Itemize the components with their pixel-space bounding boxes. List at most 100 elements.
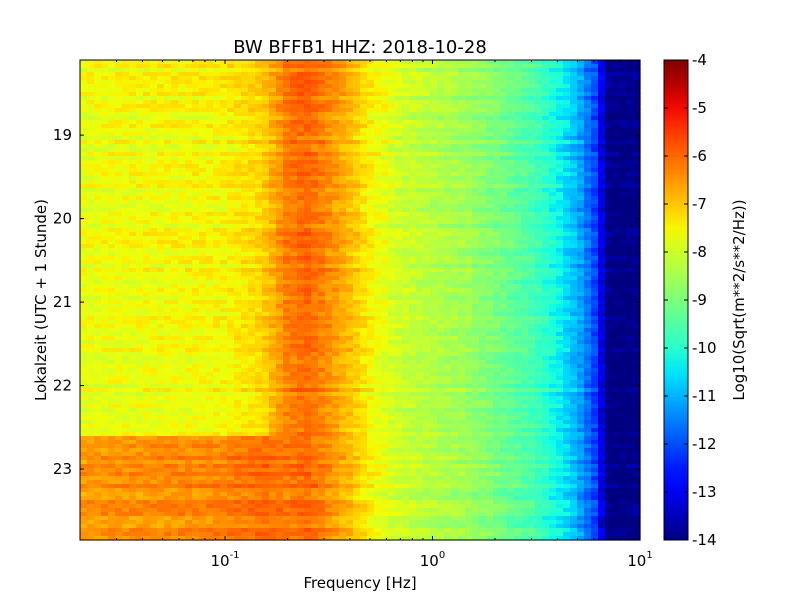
heatmap-cell — [136, 64, 144, 69]
heatmap-cell — [605, 204, 613, 209]
heatmap-cell — [171, 280, 179, 285]
heatmap-cell — [577, 92, 585, 97]
heatmap-cell — [486, 88, 494, 93]
heatmap-cell — [633, 200, 641, 205]
heatmap-cell — [542, 216, 550, 221]
heatmap-cell — [437, 196, 445, 201]
heatmap-cell — [507, 60, 515, 65]
heatmap-cell — [157, 72, 165, 77]
heatmap-cell — [332, 256, 340, 261]
heatmap-cell — [367, 100, 375, 105]
heatmap-cell — [598, 244, 606, 249]
heatmap-cell — [542, 296, 550, 301]
heatmap-cell — [507, 236, 515, 241]
heatmap-cell — [80, 96, 88, 101]
heatmap-cell — [423, 60, 431, 65]
heatmap-cell — [402, 264, 410, 269]
heatmap-cell — [101, 216, 109, 221]
heatmap-cell — [255, 288, 263, 293]
heatmap-cell — [619, 140, 627, 145]
heatmap-cell — [136, 268, 144, 273]
heatmap-cell — [241, 184, 249, 189]
heatmap-cell — [479, 144, 487, 149]
heatmap-cell — [528, 132, 536, 137]
heatmap-cell — [332, 144, 340, 149]
heatmap-cell — [458, 176, 466, 181]
heatmap-cell — [339, 68, 347, 73]
heatmap-cell — [80, 236, 88, 241]
heatmap-cell — [437, 288, 445, 293]
heatmap-cell — [276, 140, 284, 145]
heatmap-cell — [507, 124, 515, 129]
heatmap-cell — [255, 72, 263, 77]
heatmap-cell — [136, 124, 144, 129]
heatmap-cell — [416, 192, 424, 197]
heatmap-cell — [549, 220, 557, 225]
heatmap-cell — [206, 208, 214, 213]
heatmap-cell — [633, 304, 641, 309]
heatmap-cell — [416, 276, 424, 281]
heatmap-cell — [409, 260, 417, 265]
heatmap-cell — [255, 156, 263, 161]
heatmap-cell — [521, 252, 529, 257]
heatmap-cell — [360, 180, 368, 185]
heatmap-cell — [507, 260, 515, 265]
heatmap-cell — [500, 88, 508, 93]
heatmap-cell — [129, 168, 137, 173]
heatmap-cell — [262, 96, 270, 101]
heatmap-cell — [241, 236, 249, 241]
heatmap-cell — [339, 160, 347, 165]
heatmap-cell — [577, 60, 585, 65]
heatmap-cell — [633, 120, 641, 125]
heatmap-cell — [206, 204, 214, 209]
heatmap-cell — [255, 80, 263, 85]
heatmap-cell — [178, 172, 186, 177]
heatmap-cell — [402, 80, 410, 85]
heatmap-cell — [248, 112, 256, 117]
heatmap-cell — [514, 296, 522, 301]
heatmap-cell — [381, 224, 389, 229]
heatmap-cell — [493, 220, 501, 225]
heatmap-cell — [276, 104, 284, 109]
heatmap-cell — [374, 72, 382, 77]
heatmap-cell — [108, 240, 116, 245]
heatmap-cell — [367, 204, 375, 209]
heatmap-cell — [437, 176, 445, 181]
heatmap-cell — [311, 300, 319, 305]
heatmap-cell — [339, 188, 347, 193]
heatmap-cell — [332, 272, 340, 277]
heatmap-cell — [535, 252, 543, 257]
heatmap-cell — [171, 188, 179, 193]
heatmap-cell — [584, 136, 592, 141]
heatmap-cell — [87, 260, 95, 265]
heatmap-cell — [367, 304, 375, 309]
heatmap-cell — [542, 176, 550, 181]
heatmap-cell — [612, 280, 620, 285]
heatmap-cell — [423, 300, 431, 305]
heatmap-cell — [143, 304, 151, 309]
heatmap-cell — [115, 192, 123, 197]
heatmap-cell — [563, 260, 571, 265]
heatmap-cell — [227, 68, 235, 73]
heatmap-cell — [423, 152, 431, 157]
heatmap-cell — [626, 256, 634, 261]
heatmap-cell — [493, 188, 501, 193]
heatmap-cell — [556, 204, 564, 209]
heatmap-cell — [430, 156, 438, 161]
heatmap-cell — [199, 300, 207, 305]
heatmap-cell — [304, 272, 312, 277]
heatmap-cell — [528, 124, 536, 129]
heatmap-cell — [206, 268, 214, 273]
heatmap-cell — [255, 92, 263, 97]
heatmap-cell — [213, 228, 221, 233]
heatmap-cell — [87, 180, 95, 185]
heatmap-cell — [178, 208, 186, 213]
heatmap-cell — [304, 300, 312, 305]
heatmap-cell — [87, 64, 95, 69]
heatmap-cell — [150, 256, 158, 261]
heatmap-cell — [192, 196, 200, 201]
heatmap-cell — [178, 200, 186, 205]
heatmap-cell — [444, 200, 452, 205]
heatmap-cell — [297, 136, 305, 141]
heatmap-cell — [416, 112, 424, 117]
